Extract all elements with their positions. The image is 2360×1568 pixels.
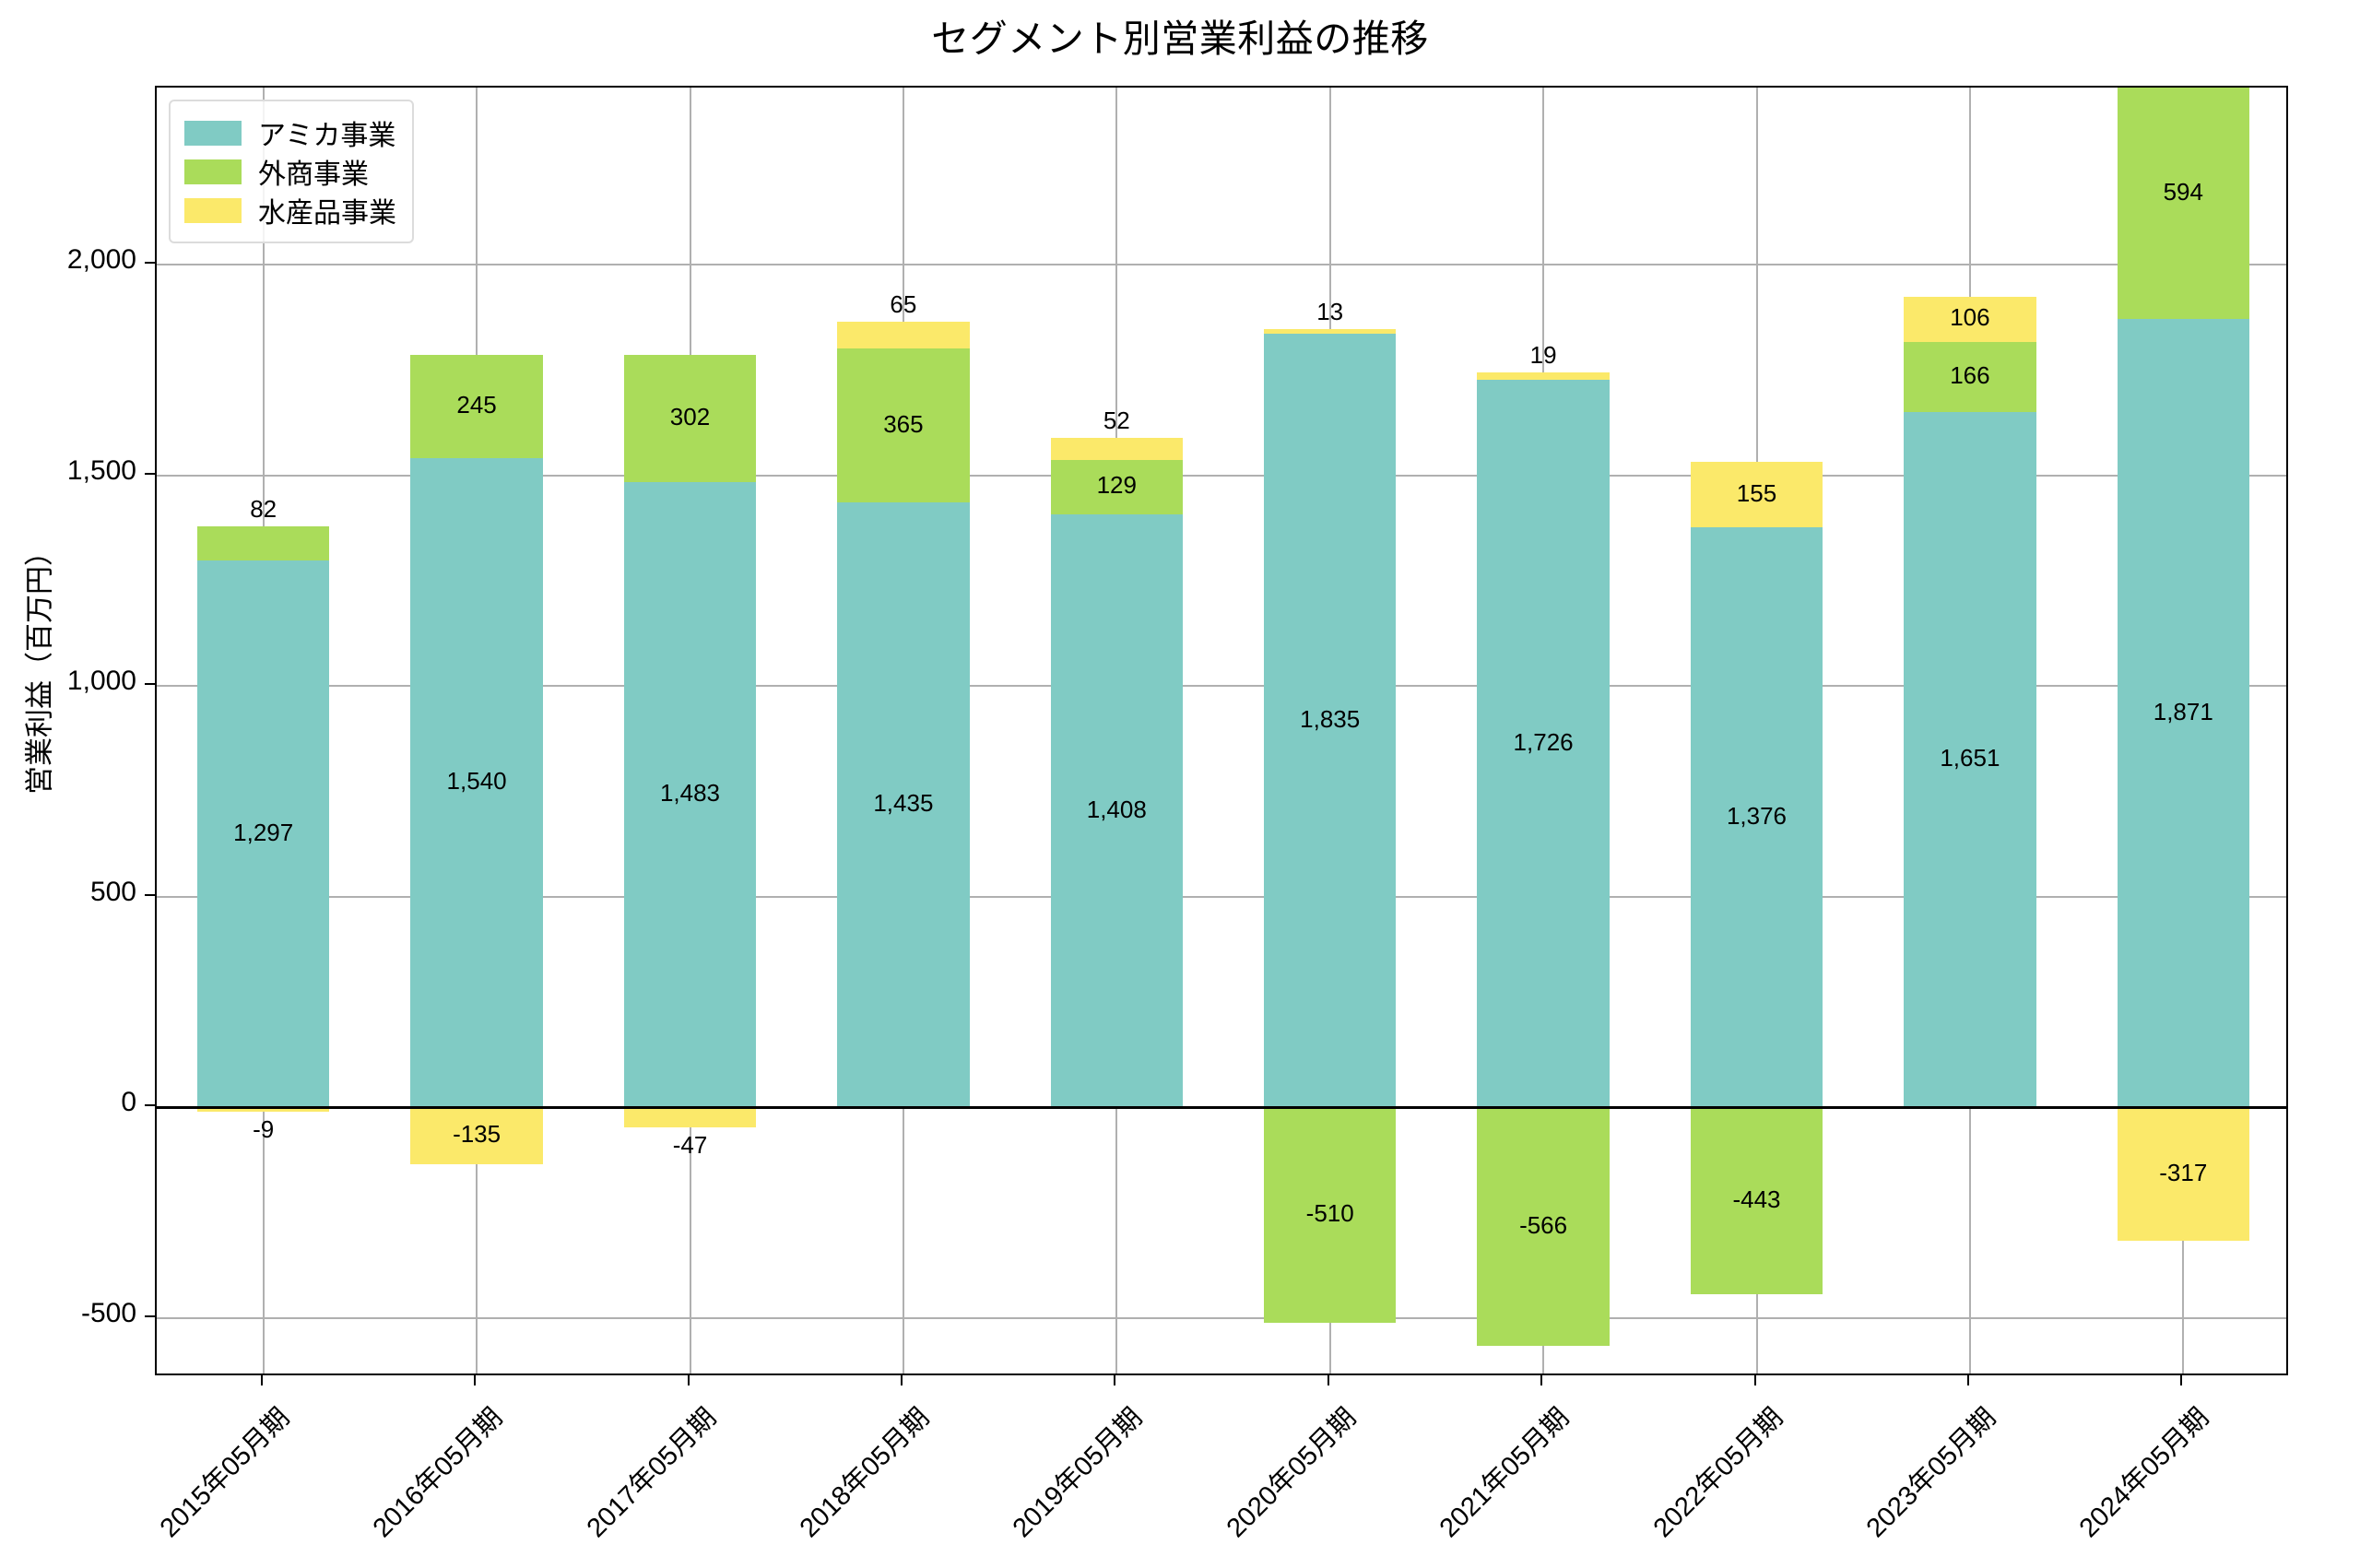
bar-segment[interactable]	[410, 355, 543, 459]
bar-segment[interactable]	[1904, 297, 2036, 342]
legend-item-0[interactable]: アミカ事業	[184, 113, 396, 152]
bar-value-label: -47	[672, 1130, 708, 1159]
bar-segment[interactable]	[2117, 1107, 2250, 1242]
y-tick-label: 1,000	[66, 666, 136, 697]
bar-value-label: 82	[250, 494, 277, 523]
bar-group[interactable]: 1,651 166 106	[1904, 88, 2036, 1373]
y-tick-label: 2,000	[66, 244, 136, 276]
chart-title: セグメント別営業利益の推移	[931, 18, 1429, 60]
bar-group[interactable]: 1,408 129 52	[1050, 88, 1184, 1373]
y-tick-mark	[145, 683, 155, 686]
gridline-y--500	[157, 1316, 2286, 1319]
y-tick-mark	[145, 262, 155, 265]
x-tick-label: 2019年05月期	[1008, 1402, 1149, 1544]
y-tick-label: 500	[89, 876, 136, 907]
bar-segment[interactable]	[1690, 527, 1823, 1108]
bar-group[interactable]: 1,871 594 -317	[2117, 88, 2250, 1373]
bar-segment[interactable]	[1477, 1107, 1610, 1347]
y-tick-mark	[145, 1315, 155, 1317]
bar-segment[interactable]	[196, 560, 330, 1108]
bar-segment[interactable]	[1904, 341, 2036, 412]
gridline-y-1000	[157, 685, 2286, 688]
gridline-y-1500	[157, 474, 2286, 477]
x-tick-label: 2022年05月期	[1647, 1402, 1788, 1544]
bar-segment[interactable]	[1263, 334, 1397, 1108]
legend-item-1[interactable]: 外商事業	[184, 152, 396, 191]
bar-segment[interactable]	[623, 355, 757, 483]
bar-group[interactable]: 1,540 245 -135	[410, 88, 543, 1373]
y-tick-mark	[145, 893, 155, 896]
x-tick-mark	[1540, 1375, 1543, 1385]
bar-segment[interactable]	[1263, 1107, 1397, 1323]
bar-segment[interactable]	[2117, 88, 2250, 319]
bar-segment[interactable]	[837, 348, 970, 503]
x-tick-label: 2024年05月期	[2074, 1402, 2215, 1544]
bar-segment[interactable]	[410, 1107, 543, 1165]
legend-label: 外商事業	[258, 159, 369, 190]
x-tick-mark	[2180, 1375, 2183, 1385]
gridline-y-2000	[157, 264, 2286, 266]
bar-segment[interactable]	[623, 482, 757, 1108]
bar-segment[interactable]	[1904, 411, 2036, 1108]
bar-segment[interactable]	[1690, 462, 1823, 528]
y-axis-label: 営業利益（百万円）	[23, 537, 56, 795]
bar-group[interactable]: 1,435 365 65	[837, 88, 970, 1373]
legend-label: アミカ事業	[258, 121, 396, 151]
gridline-y-500	[157, 895, 2286, 898]
x-tick-label: 2016年05月期	[367, 1402, 509, 1544]
bar-segment[interactable]	[623, 1107, 757, 1127]
bar-value-label: 13	[1316, 297, 1344, 325]
bar-segment[interactable]	[410, 458, 543, 1108]
x-tick-mark	[900, 1375, 903, 1385]
legend-swatch-icon	[184, 159, 242, 184]
bar-group[interactable]: 1,835 -510 13	[1263, 88, 1397, 1373]
legend-item-2[interactable]: 水産品事業	[184, 191, 396, 230]
x-tick-mark	[1327, 1375, 1329, 1385]
x-tick-label: 2023年05月期	[1860, 1402, 2002, 1544]
legend-swatch-icon	[184, 120, 242, 146]
bar-group[interactable]: 1,726 -566 19	[1477, 88, 1610, 1373]
legend-label: 水産品事業	[258, 198, 396, 229]
bar-segment[interactable]	[1263, 328, 1397, 335]
x-tick-mark	[474, 1375, 477, 1385]
bar-value-label: 65	[890, 289, 917, 318]
bar-segment[interactable]	[196, 525, 330, 561]
bar-segment[interactable]	[1050, 459, 1184, 514]
bar-segment[interactable]	[196, 1107, 330, 1112]
zero-baseline	[157, 1106, 2286, 1110]
x-tick-label: 2020年05月期	[1221, 1402, 1362, 1544]
bar-group[interactable]: 1,297 82 -9	[196, 88, 330, 1373]
bar-segment[interactable]	[1477, 371, 1610, 381]
bar-value-label: 19	[1529, 340, 1557, 369]
bar-segment[interactable]	[1050, 437, 1184, 460]
chart-legend: アミカ事業外商事業水産品事業	[169, 100, 414, 243]
x-tick-label: 2015年05月期	[154, 1402, 295, 1544]
x-tick-label: 2021年05月期	[1434, 1402, 1575, 1544]
y-tick-label: 1,500	[66, 454, 136, 486]
plot-area: 1,297 82 -9 1,540 245 -135 1,483 302 -47 1,435 365…	[155, 86, 2288, 1375]
x-tick-mark	[1114, 1375, 1116, 1385]
bar-group[interactable]: 1,376 -443 155	[1690, 88, 1823, 1373]
bar-segment[interactable]	[1050, 513, 1184, 1108]
legend-swatch-icon	[184, 197, 242, 223]
x-tick-mark	[1753, 1375, 1756, 1385]
bar-segment[interactable]	[837, 321, 970, 349]
bar-segment[interactable]	[1477, 380, 1610, 1108]
bar-segment[interactable]	[1690, 1107, 1823, 1294]
y-tick-label: 0	[121, 1087, 136, 1118]
x-tick-mark	[687, 1375, 690, 1385]
bar-value-label: 52	[1103, 406, 1130, 434]
bar-group[interactable]: 1,483 302 -47	[623, 88, 757, 1373]
x-tick-mark	[1966, 1375, 1969, 1385]
y-tick-mark	[145, 472, 155, 475]
y-tick-mark	[145, 1104, 155, 1107]
bar-segment[interactable]	[837, 502, 970, 1108]
bar-value-label: -9	[253, 1114, 275, 1143]
y-tick-label: -500	[80, 1297, 136, 1328]
x-tick-mark	[260, 1375, 263, 1385]
x-tick-label: 2017年05月期	[581, 1402, 722, 1544]
x-tick-label: 2018年05月期	[794, 1402, 936, 1544]
bar-segment[interactable]	[2117, 318, 2250, 1108]
